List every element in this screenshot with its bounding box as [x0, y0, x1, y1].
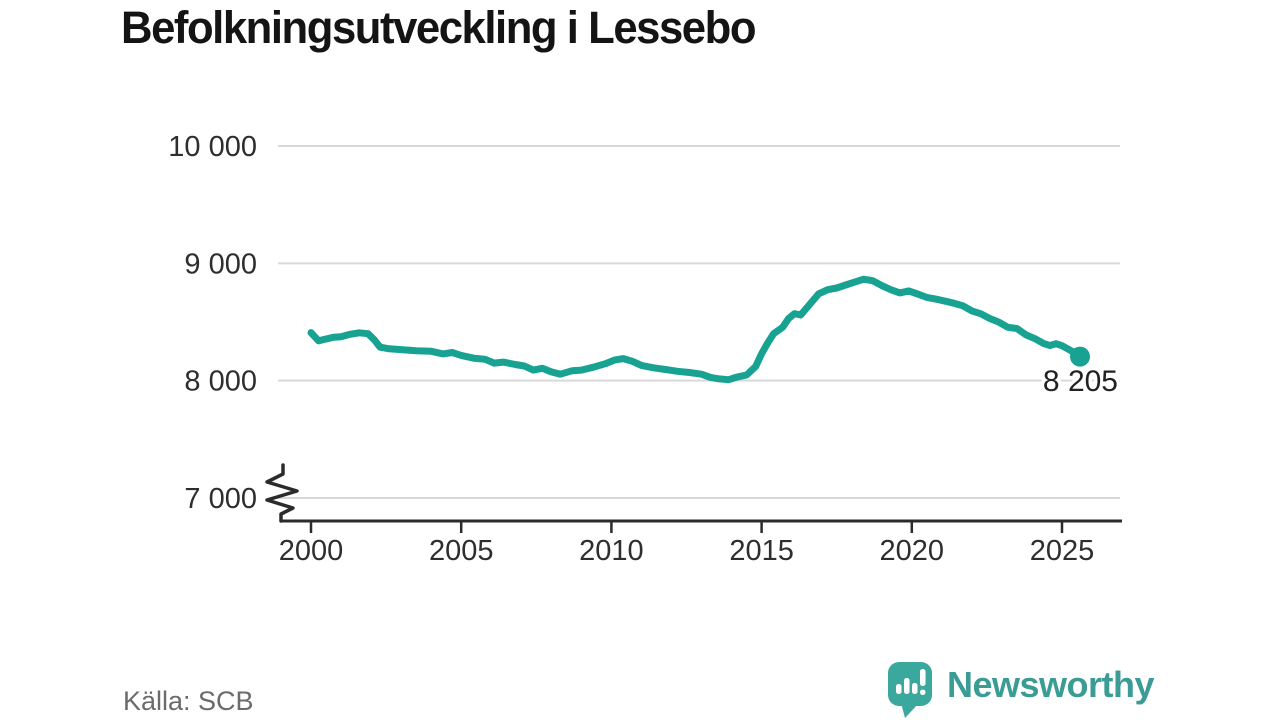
newsworthy-brand: Newsworthy: [887, 661, 1155, 718]
source-note: Källa: SCB: [123, 686, 254, 716]
y-tick-label-9000: 9 000: [184, 248, 257, 280]
y-tick-label-10000: 10 000: [168, 131, 257, 163]
y-axis-break-icon: [265, 463, 299, 523]
x-tick-label-2010: 2010: [579, 535, 644, 567]
y-tick-label-7000: 7 000: [184, 483, 257, 515]
x-tick-label-2005: 2005: [429, 535, 494, 567]
chart-title: Befolkningsutveckling i Lessebo: [121, 2, 757, 53]
series-end-value-label: 8 205: [1043, 365, 1118, 398]
series-end-dot: [1070, 346, 1091, 367]
x-tick-label-2020: 2020: [880, 535, 945, 567]
y-tick-label-8000: 8 000: [184, 366, 257, 398]
x-tick-label-2015: 2015: [729, 535, 794, 567]
population-series-line: [307, 275, 1084, 384]
x-tick-label-2025: 2025: [1030, 535, 1095, 567]
newsworthy-wordmark: Newsworthy: [946, 664, 1155, 705]
bar-chart-speech-bubble-icon: [887, 662, 932, 718]
x-tick-label-2000: 2000: [279, 535, 344, 567]
